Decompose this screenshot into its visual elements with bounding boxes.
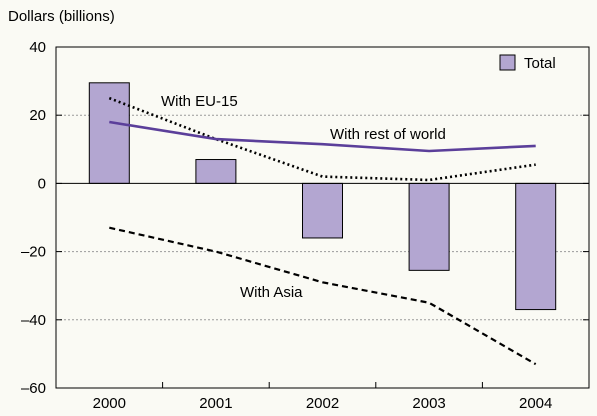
line-rest-of-world xyxy=(109,120,536,153)
x-tick-label: 2003 xyxy=(412,395,445,412)
x-tick-label: 2002 xyxy=(306,395,339,412)
y-tick-label: –20 xyxy=(21,244,46,261)
bar-total-2003 xyxy=(408,182,450,271)
series-label-rest-of-world: With rest of world xyxy=(330,126,446,143)
axes: 40 20 0 –20 –40 –60 2000 2001 2002 2003 2004 xyxy=(21,39,589,412)
bar-total-2000 xyxy=(88,82,130,184)
legend-label-total: Total xyxy=(524,55,556,72)
series-label-asia: With Asia xyxy=(240,284,303,301)
series-label-eu15: With EU-15 xyxy=(161,93,238,110)
series-lines xyxy=(108,96,537,366)
y-tick-label: 0 xyxy=(38,175,46,192)
legend: Total xyxy=(499,54,556,72)
bar-total-2004 xyxy=(515,182,557,311)
bar-total-2002 xyxy=(302,182,343,239)
bars xyxy=(88,82,557,311)
y-tick-label: –40 xyxy=(21,312,46,329)
x-tick-label: 2001 xyxy=(199,395,232,412)
legend-swatch-total xyxy=(499,54,516,71)
y-tick-label: –60 xyxy=(21,380,46,397)
x-tick-label: 2004 xyxy=(519,395,552,412)
y-axis-label: Dollars (billions) xyxy=(8,8,115,25)
y-tick-label: 40 xyxy=(29,39,46,56)
y-tick-label: 20 xyxy=(29,107,46,124)
gridlines xyxy=(56,114,589,321)
plot-area xyxy=(55,46,590,389)
line-asia xyxy=(109,226,537,366)
x-tick-label: 2000 xyxy=(93,395,126,412)
bar-total-2001 xyxy=(195,159,237,184)
line-eu15 xyxy=(108,96,536,182)
